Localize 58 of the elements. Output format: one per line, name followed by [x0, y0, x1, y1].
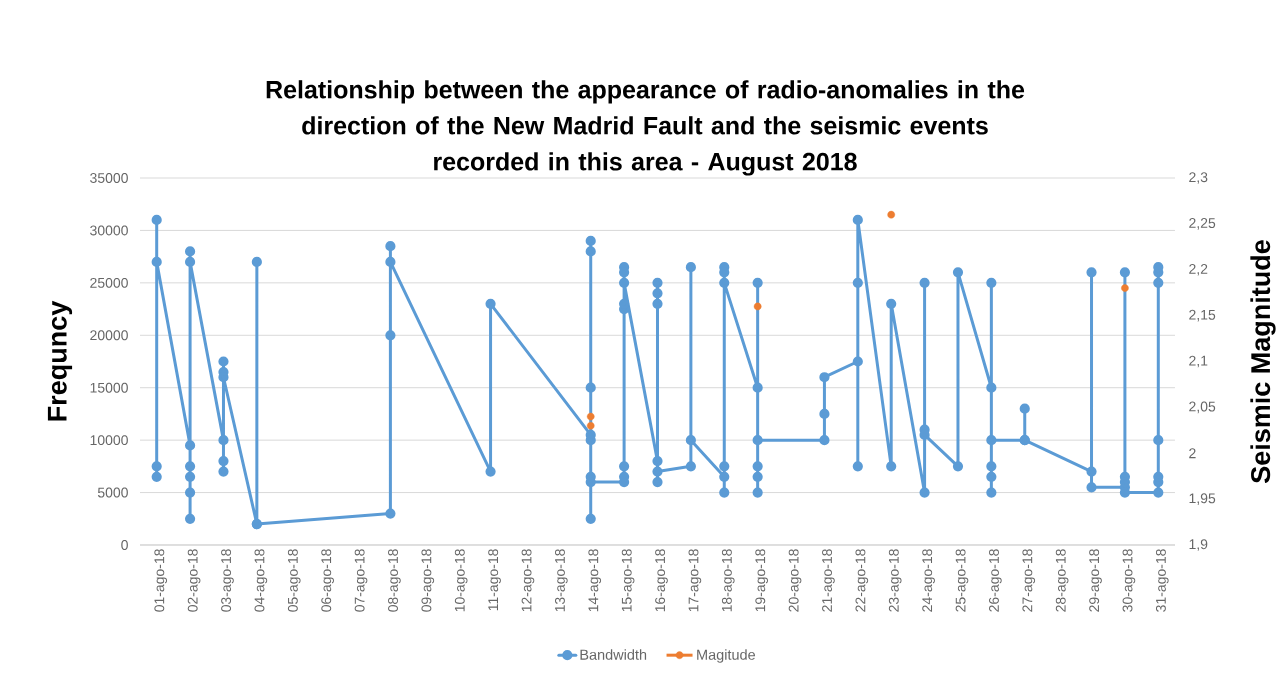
- x-tick-label: 11-ago-18: [488, 549, 501, 611]
- y2-tick-label: 2,2: [1189, 263, 1208, 276]
- y2-axis-title: Seismic Magnitude: [1250, 240, 1276, 483]
- y2-tick-label: 2: [1189, 448, 1196, 459]
- x-tick-label: 25-ago-18: [955, 549, 969, 612]
- x-tick-label: 13-ago-18: [554, 549, 568, 612]
- y2-tick-label: 1,95: [1189, 493, 1216, 505]
- y-axis-title: Frequncy: [47, 300, 73, 421]
- point: [1121, 284, 1129, 292]
- x-tick-label: 19-ago-18: [755, 549, 768, 612]
- point: [753, 302, 762, 311]
- x-tick-label: 26-ago-18: [989, 549, 1002, 612]
- y-tick-label: 20000: [90, 330, 128, 341]
- y2-tick-label: 2,25: [1189, 218, 1216, 230]
- x-tick-label: 31-ago-18: [1155, 549, 1169, 612]
- x-tick-label: 28-ago-18: [1055, 549, 1069, 612]
- x-tick-label: 29-ago-18: [1089, 549, 1102, 612]
- y-tick-label: 0: [121, 540, 128, 550]
- x-tick-label: 21-ago-18: [822, 549, 835, 612]
- x-tick-label: 14-ago-18: [588, 549, 602, 612]
- chart-title: Relationship between the appearance of radio-anomalies in the direction of the New Madrid Fault and the seismic events recorded in this area - August 2018: [266, 80, 1025, 176]
- x-tick-label: 04-ago-18: [254, 549, 268, 612]
- legend-label: Magitude: [697, 649, 756, 663]
- x-tick-label: 24-ago-18: [922, 549, 935, 612]
- x-tick-label: 10-ago-18: [454, 549, 468, 612]
- x-tick-label: 07-ago-18: [354, 549, 368, 612]
- x-tick-label: 30-ago-18: [1122, 549, 1136, 612]
- y2-tick-label: 1,9: [1189, 539, 1208, 551]
- y-tick-label: 10000: [90, 435, 128, 446]
- point: [586, 421, 595, 430]
- x-tick-label: 08-ago-18: [388, 549, 401, 612]
- point: [586, 412, 595, 421]
- y-tick-label: 35000: [90, 173, 128, 183]
- x-tick-label: 12-ago-18: [521, 549, 535, 612]
- x-tick-label: 16-ago-18: [655, 549, 668, 612]
- x-tick-label: 09-ago-18: [421, 549, 435, 612]
- y-tick-label: 30000: [90, 225, 128, 236]
- x-tick-label: 27-ago-18: [1022, 549, 1036, 612]
- y2-tick-label: 2,3: [1189, 172, 1208, 184]
- y2-tick-label: 2,15: [1189, 309, 1216, 322]
- x-tick-label: 03-ago-18: [221, 549, 234, 612]
- y2-tick-label: 2,05: [1189, 401, 1216, 414]
- x-tick-label: 22-ago-18: [855, 549, 869, 612]
- x-tick-label: 06-ago-18: [321, 549, 334, 612]
- legend-label: Bandwidth: [580, 649, 647, 660]
- y-tick-label: 25000: [90, 277, 128, 288]
- y2-tick-label: 2,1: [1189, 355, 1208, 368]
- x-tick-label: 02-ago-18: [187, 549, 201, 612]
- x-tick-label: 17-ago-18: [688, 549, 702, 612]
- y-tick-label: 15000: [90, 382, 128, 393]
- x-tick-label: 20-ago-18: [788, 549, 802, 612]
- x-tick-label: 23-ago-18: [888, 549, 902, 612]
- x-tick-label: 15-ago-18: [621, 549, 635, 612]
- x-tick-label: 01-ago-18: [154, 549, 168, 612]
- y-tick-label: 5000: [97, 487, 128, 498]
- x-tick-label: 05-ago-18: [287, 549, 301, 612]
- x-tick-label: 18-ago-18: [721, 549, 735, 612]
- point: [887, 210, 895, 219]
